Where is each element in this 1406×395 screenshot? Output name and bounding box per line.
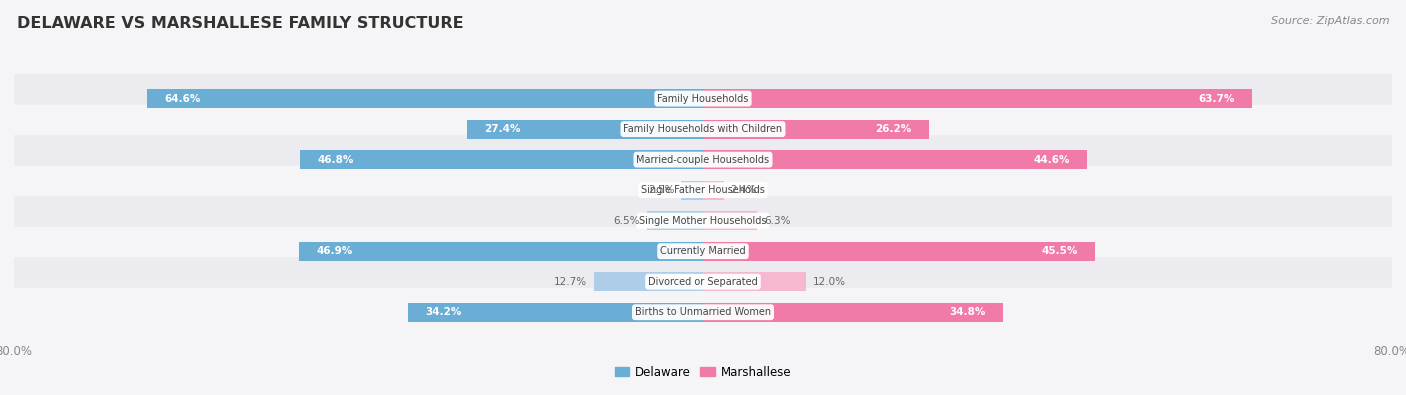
Text: Family Households: Family Households	[658, 94, 748, 103]
Text: 12.0%: 12.0%	[813, 277, 846, 287]
FancyBboxPatch shape	[7, 135, 1399, 184]
FancyBboxPatch shape	[7, 196, 1399, 245]
Bar	[703, 303, 1002, 322]
Text: 34.8%: 34.8%	[949, 307, 986, 317]
Text: Divorced or Separated: Divorced or Separated	[648, 277, 758, 287]
Bar	[703, 89, 1251, 108]
Text: 12.7%: 12.7%	[554, 277, 586, 287]
Text: 27.4%: 27.4%	[484, 124, 520, 134]
Bar	[703, 211, 758, 230]
FancyBboxPatch shape	[7, 105, 1399, 154]
Text: 6.5%: 6.5%	[613, 216, 640, 226]
Text: Currently Married: Currently Married	[661, 246, 745, 256]
Text: 6.3%: 6.3%	[763, 216, 790, 226]
FancyBboxPatch shape	[7, 227, 1399, 276]
Text: 45.5%: 45.5%	[1042, 246, 1077, 256]
Text: 2.4%: 2.4%	[731, 185, 756, 195]
Text: 63.7%: 63.7%	[1198, 94, 1234, 103]
Bar	[682, 181, 703, 199]
Text: 34.2%: 34.2%	[426, 307, 463, 317]
FancyBboxPatch shape	[7, 257, 1399, 306]
Text: 46.8%: 46.8%	[318, 154, 353, 165]
Text: Source: ZipAtlas.com: Source: ZipAtlas.com	[1271, 16, 1389, 26]
FancyBboxPatch shape	[7, 74, 1399, 123]
FancyBboxPatch shape	[7, 166, 1399, 214]
Text: 26.2%: 26.2%	[875, 124, 911, 134]
Bar	[593, 272, 703, 291]
Bar	[299, 150, 703, 169]
Legend: Delaware, Marshallese: Delaware, Marshallese	[612, 362, 794, 382]
Text: Single Father Households: Single Father Households	[641, 185, 765, 195]
FancyBboxPatch shape	[7, 288, 1399, 337]
Text: 2.5%: 2.5%	[648, 185, 675, 195]
Text: Single Mother Households: Single Mother Households	[640, 216, 766, 226]
Bar	[409, 303, 703, 322]
Bar	[146, 89, 703, 108]
Bar	[703, 272, 807, 291]
Text: 44.6%: 44.6%	[1033, 154, 1070, 165]
Bar	[703, 120, 928, 139]
Bar	[703, 181, 724, 199]
Text: Married-couple Households: Married-couple Households	[637, 154, 769, 165]
Text: Births to Unmarried Women: Births to Unmarried Women	[636, 307, 770, 317]
Text: DELAWARE VS MARSHALLESE FAMILY STRUCTURE: DELAWARE VS MARSHALLESE FAMILY STRUCTURE	[17, 16, 464, 31]
Bar	[703, 150, 1087, 169]
Bar	[467, 120, 703, 139]
Text: Family Households with Children: Family Households with Children	[623, 124, 783, 134]
Text: 64.6%: 64.6%	[165, 94, 200, 103]
Bar	[299, 242, 703, 261]
Text: 46.9%: 46.9%	[316, 246, 353, 256]
Bar	[647, 211, 703, 230]
Bar	[703, 242, 1095, 261]
